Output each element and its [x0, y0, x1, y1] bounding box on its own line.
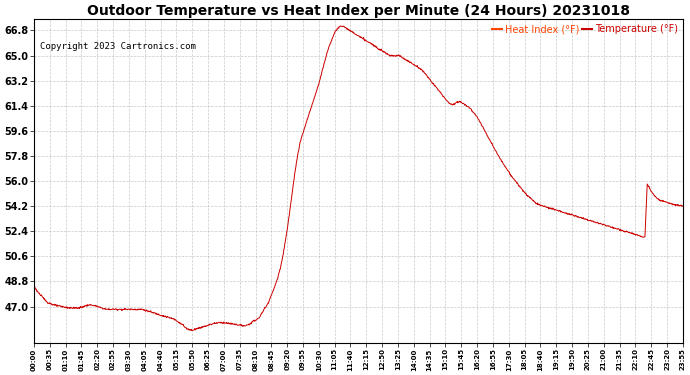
Text: Copyright 2023 Cartronics.com: Copyright 2023 Cartronics.com — [41, 42, 197, 51]
Title: Outdoor Temperature vs Heat Index per Minute (24 Hours) 20231018: Outdoor Temperature vs Heat Index per Mi… — [87, 4, 630, 18]
Legend: Heat Index (°F), Temperature (°F): Heat Index (°F), Temperature (°F) — [493, 24, 678, 34]
